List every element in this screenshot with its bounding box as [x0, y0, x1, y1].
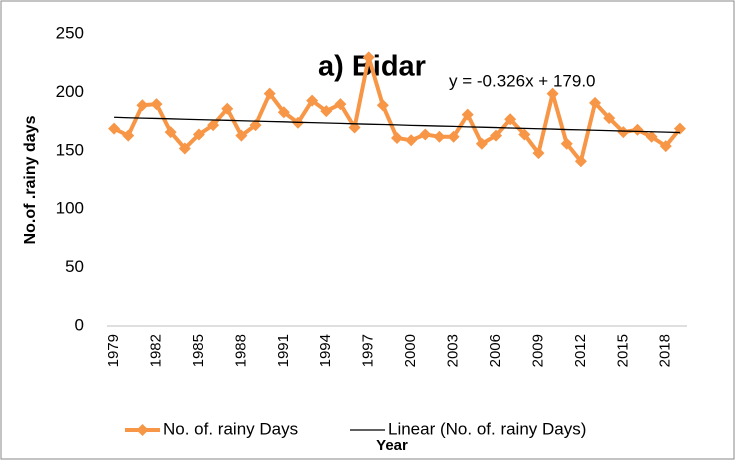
data-marker — [306, 94, 319, 107]
data-marker — [504, 113, 517, 126]
y-tick-label: 50 — [65, 257, 84, 276]
y-tick-label: 150 — [56, 140, 84, 159]
data-marker — [475, 137, 488, 150]
data-marker — [108, 122, 121, 135]
data-marker — [362, 51, 375, 64]
data-marker — [659, 140, 672, 153]
x-tick-label: 1997 — [360, 334, 377, 367]
x-tick-label: 2003 — [445, 334, 462, 367]
x-tick-label: 1991 — [275, 334, 292, 367]
data-marker — [277, 106, 290, 119]
data-marker — [164, 126, 177, 139]
data-marker — [574, 155, 587, 168]
y-tick-label: 250 — [56, 23, 84, 42]
data-marker — [235, 129, 248, 142]
data-marker — [546, 87, 559, 100]
x-tick-label: 1982 — [147, 334, 164, 367]
data-marker — [150, 98, 163, 111]
data-marker — [490, 129, 503, 142]
data-marker — [376, 99, 389, 112]
x-tick-label: 1988 — [232, 334, 249, 367]
data-marker — [122, 129, 135, 142]
x-tick-label: 2000 — [402, 334, 419, 367]
data-marker — [560, 137, 573, 150]
data-marker — [673, 122, 686, 135]
x-tick-label: 2015 — [614, 334, 631, 367]
data-marker — [589, 96, 602, 109]
x-tick-label: 2009 — [529, 334, 546, 367]
legend-label: No. of. rainy Days — [163, 419, 298, 438]
data-marker — [631, 123, 644, 136]
data-marker — [249, 119, 262, 132]
x-tick-label: 1979 — [105, 334, 122, 367]
y-tick-label: 0 — [75, 315, 84, 334]
data-marker — [221, 102, 234, 115]
data-marker — [334, 98, 347, 111]
data-marker — [645, 130, 658, 143]
data-marker — [207, 119, 220, 132]
y-axis-label: No.of .rainy days — [22, 115, 39, 244]
x-tick-label: 1994 — [317, 334, 334, 367]
data-marker — [433, 130, 446, 143]
x-tick-label: 2018 — [657, 334, 674, 367]
data-marker — [320, 105, 333, 118]
trend-equation: y = -0.326x + 179.0 — [449, 71, 596, 90]
data-marker — [192, 128, 205, 141]
data-marker — [603, 112, 616, 125]
data-marker — [263, 87, 276, 100]
data-marker — [136, 99, 149, 112]
data-marker — [447, 130, 460, 143]
data-marker — [391, 131, 403, 144]
data-marker — [617, 126, 630, 139]
x-tick-label: 1985 — [190, 334, 207, 367]
x-tick-label: 2006 — [487, 334, 504, 367]
data-marker — [405, 134, 418, 147]
x-axis-label: Year — [376, 437, 408, 454]
y-tick-label: 200 — [56, 82, 84, 101]
data-marker — [419, 128, 432, 141]
x-tick-label: 2012 — [572, 334, 589, 367]
legend-marker — [136, 424, 149, 436]
trend-line — [114, 116, 680, 134]
data-marker — [532, 147, 545, 160]
legend-label: Linear (No. of. rainy Days) — [388, 419, 586, 438]
data-marker — [461, 108, 474, 121]
data-marker — [178, 142, 191, 155]
data-marker — [518, 128, 531, 141]
y-tick-label: 100 — [56, 199, 84, 218]
